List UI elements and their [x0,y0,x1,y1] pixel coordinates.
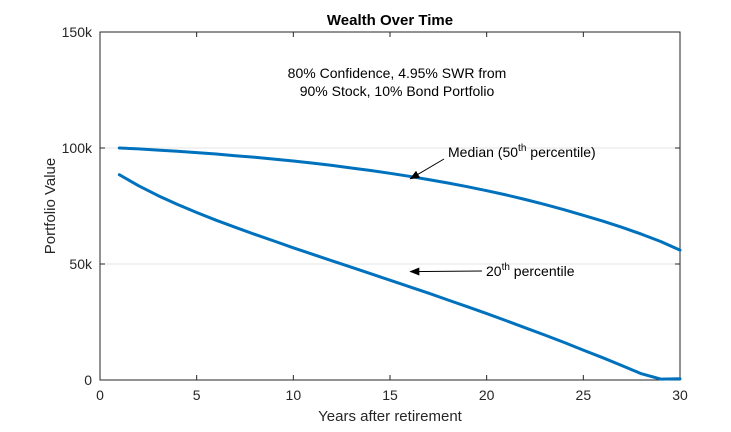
annotation-line-1: 80% Confidence, 4.95% SWR from [288,65,507,81]
series-label-1: Median (50th percentile) [448,143,596,160]
series-lines [117,146,682,381]
x-axis: 0 5 10 15 20 25 30 [96,32,688,403]
chart-title: Wealth Over Time [327,12,453,29]
x-tick-label: 0 [96,387,104,403]
x-tick-label: 15 [382,387,398,403]
y-tick-label: 0 [84,372,92,388]
y-tick-label: 50k [69,256,93,272]
series-labels: Median (50th percentile) 20th percentile [409,143,596,279]
annotation-line-2: 90% Stock, 10% Bond Portfolio [300,83,495,99]
series-label-2: 20th percentile [486,262,575,279]
x-tick-label: 30 [672,387,688,403]
y-axis-label: Portfolio Value [42,158,59,254]
series-line-1 [117,146,682,252]
x-tick-label: 20 [479,387,495,403]
x-axis-label: Years after retirement [318,408,463,425]
label-arrow-1 [409,158,445,180]
x-tick-label: 25 [576,387,592,403]
label-arrow-2 [409,267,483,276]
y-tick-label: 100k [62,140,93,156]
y-axis: 0 50k 100k 150k [62,24,680,388]
x-tick-label: 5 [193,387,201,403]
x-tick-label: 10 [286,387,302,403]
series-line-2 [117,173,682,381]
y-tick-label: 150k [62,24,93,40]
